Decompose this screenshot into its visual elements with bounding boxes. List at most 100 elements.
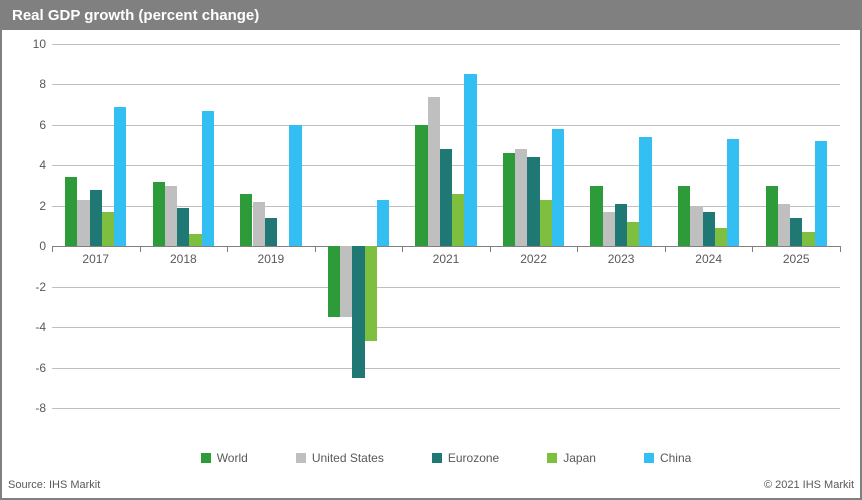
legend-label: United States: [312, 451, 384, 465]
legend-item: Eurozone: [432, 451, 499, 465]
bar: [464, 74, 476, 246]
x-tick-label: 2021: [433, 246, 460, 266]
bar: [415, 125, 427, 246]
category-tick: [227, 246, 228, 252]
bar: [452, 194, 464, 247]
bar: [240, 194, 252, 247]
bar: [352, 246, 364, 377]
grid-line: [52, 327, 840, 328]
x-tick-label: 2023: [608, 246, 635, 266]
bar: [790, 218, 802, 246]
copyright-label: © 2021 IHS Markit: [764, 479, 854, 491]
bar: [114, 107, 126, 247]
bar: [377, 200, 389, 247]
bar: [340, 246, 352, 317]
legend-swatch: [201, 453, 211, 463]
x-tick-label: 2024: [695, 246, 722, 266]
y-tick-label: 10: [12, 37, 52, 51]
bar: [77, 200, 89, 247]
grid-line: [52, 408, 840, 409]
legend-item: World: [201, 451, 248, 465]
grid-line: [52, 125, 840, 126]
bar: [627, 222, 639, 246]
bar: [189, 234, 201, 246]
legend-item: United States: [296, 451, 384, 465]
grid-line: [52, 44, 840, 45]
bar: [177, 208, 189, 246]
bar: [690, 206, 702, 246]
category-tick: [752, 246, 753, 252]
category-tick: [140, 246, 141, 252]
x-tick-label: 2019: [258, 246, 285, 266]
x-tick-label: 2018: [170, 246, 197, 266]
y-tick-label: 6: [12, 118, 52, 132]
y-tick-label: -8: [12, 401, 52, 415]
bar: [153, 182, 165, 247]
bar: [715, 228, 727, 246]
y-tick-label: 4: [12, 158, 52, 172]
category-tick: [577, 246, 578, 252]
legend-label: World: [217, 451, 248, 465]
bar: [603, 212, 615, 246]
legend-swatch: [547, 453, 557, 463]
bar: [202, 111, 214, 246]
bar: [802, 232, 814, 246]
bar: [503, 153, 515, 246]
bar: [778, 204, 790, 246]
x-tick-label: 2025: [783, 246, 810, 266]
legend-label: China: [660, 451, 691, 465]
bar: [289, 125, 301, 246]
bar: [590, 186, 602, 247]
legend-label: Eurozone: [448, 451, 499, 465]
category-tick: [665, 246, 666, 252]
bar: [639, 137, 651, 246]
x-tick-label: 2017: [82, 246, 109, 266]
legend-item: China: [644, 451, 691, 465]
bar: [766, 186, 778, 247]
legend-label: Japan: [563, 451, 596, 465]
bar: [440, 149, 452, 246]
bar: [90, 190, 102, 247]
legend: World United States Eurozone Japan China: [52, 446, 840, 470]
category-tick: [402, 246, 403, 252]
y-tick-label: 0: [12, 239, 52, 253]
chart-frame: Real GDP growth (percent change) -8 -6 -4 -…: [0, 0, 862, 500]
chart-title: Real GDP growth (percent change): [2, 2, 860, 30]
bar: [365, 246, 377, 341]
category-tick: [52, 246, 53, 252]
bar: [102, 212, 114, 246]
bar: [65, 177, 77, 246]
category-tick: [840, 246, 841, 252]
y-tick-label: -2: [12, 280, 52, 294]
grid-line: [52, 368, 840, 369]
bar: [253, 202, 265, 246]
bar: [615, 204, 627, 246]
plot-area: -8-6-4-202468102017201820192020202120222…: [52, 44, 840, 408]
y-tick-label: -6: [12, 361, 52, 375]
bar: [328, 246, 340, 317]
legend-item: Japan: [547, 451, 596, 465]
category-tick: [315, 246, 316, 252]
bar: [678, 186, 690, 247]
chart-footer: Source: IHS Markit © 2021 IHS Markit: [2, 472, 860, 498]
bar: [165, 186, 177, 247]
legend-swatch: [644, 453, 654, 463]
bar: [515, 149, 527, 246]
bar: [265, 218, 277, 246]
plot-area-wrap: -8-6-4-202468102017201820192020202120222…: [2, 30, 860, 444]
grid-line: [52, 84, 840, 85]
legend-swatch: [432, 453, 442, 463]
bar: [703, 212, 715, 246]
category-tick: [490, 246, 491, 252]
y-tick-label: -4: [12, 320, 52, 334]
source-label: Source: IHS Markit: [8, 479, 100, 491]
bar: [727, 139, 739, 246]
y-tick-label: 2: [12, 199, 52, 213]
legend-swatch: [296, 453, 306, 463]
bar: [428, 97, 440, 247]
bar: [527, 157, 539, 246]
bar: [552, 129, 564, 246]
y-tick-label: 8: [12, 77, 52, 91]
x-tick-label: 2022: [520, 246, 547, 266]
bar: [540, 200, 552, 247]
